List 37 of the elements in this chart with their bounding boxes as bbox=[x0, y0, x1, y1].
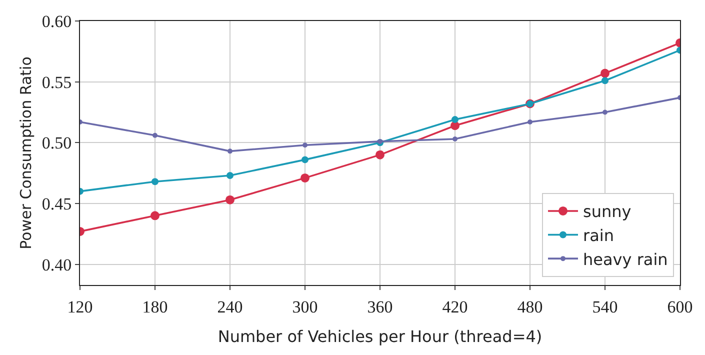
legend-label: rain bbox=[583, 226, 614, 246]
y-tick-label: 0.40 bbox=[42, 255, 72, 274]
point bbox=[602, 110, 608, 115]
y-tick-label: 0.50 bbox=[42, 134, 72, 153]
point bbox=[600, 68, 610, 78]
point bbox=[602, 77, 608, 84]
point bbox=[302, 156, 308, 164]
x-tick-label: 180 bbox=[142, 297, 168, 316]
point bbox=[378, 138, 382, 144]
x-tick-label: 600 bbox=[667, 297, 693, 316]
x-tick-label: 480 bbox=[517, 297, 543, 316]
y-tick-label: 0.55 bbox=[42, 72, 72, 92]
point bbox=[152, 132, 158, 138]
x-axis-title: Number of Vehicles per Hour (thread=4) bbox=[218, 327, 542, 346]
point bbox=[528, 119, 532, 124]
legend-label: heavy rain bbox=[583, 250, 668, 269]
point bbox=[226, 172, 234, 180]
point bbox=[228, 148, 232, 154]
point bbox=[300, 173, 310, 182]
y-tick-label: 0.45 bbox=[42, 194, 72, 214]
point bbox=[150, 211, 160, 220]
point bbox=[376, 150, 384, 160]
y-tick-label: 0.60 bbox=[42, 12, 72, 31]
point bbox=[452, 116, 458, 124]
x-tick-label: 300 bbox=[292, 297, 318, 316]
point bbox=[152, 178, 158, 186]
legend-label: sunny bbox=[583, 202, 632, 222]
point bbox=[302, 142, 308, 148]
x-tick-label: 240 bbox=[217, 297, 243, 316]
y-axis-title: Power Consumption Ratio bbox=[17, 56, 36, 250]
x-tick-label: 420 bbox=[442, 297, 468, 316]
point bbox=[226, 195, 234, 204]
line-series bbox=[80, 95, 680, 154]
x-tick-label: 120 bbox=[67, 297, 93, 316]
point bbox=[452, 136, 458, 142]
x-tick-label: 540 bbox=[592, 297, 618, 316]
x-tick-label: 360 bbox=[367, 297, 393, 316]
